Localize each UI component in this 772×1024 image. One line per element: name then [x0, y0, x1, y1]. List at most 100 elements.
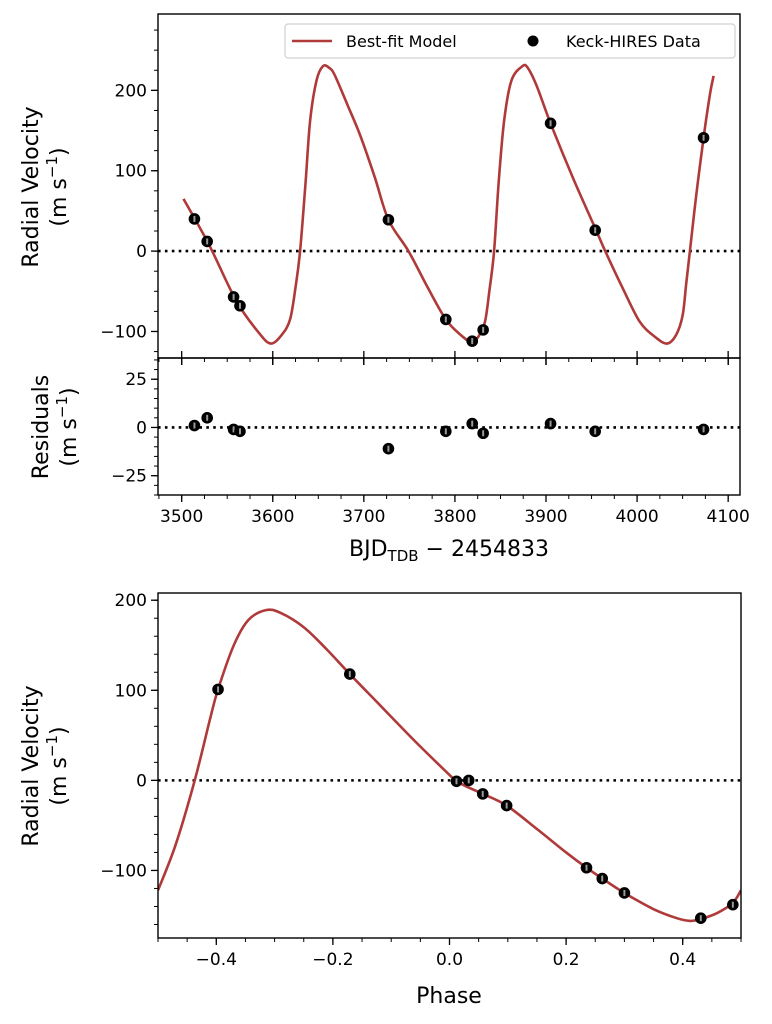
error-bar-core [549, 420, 552, 427]
axes-frame [157, 357, 741, 496]
data-point [596, 872, 609, 885]
residuals-panel: 3500 3600 3700 3800 3900 4000 4100 −25 0 25 [111, 357, 750, 527]
error-bar-core [482, 326, 485, 333]
phase-ylabel-line2: (m s−1) [43, 726, 72, 805]
phase-ylabel-line1: Radial Velocity [19, 685, 44, 846]
legend: Best-fit Model Keck-HIRES Data [284, 23, 736, 59]
data-point [440, 425, 452, 438]
data-point [440, 313, 452, 326]
data-point [201, 412, 213, 424]
error-bar-core [481, 790, 484, 797]
axes-frame [157, 592, 742, 939]
res-ylabel: Residuals (m s−1) [29, 375, 82, 479]
y-tick-label: −25 [111, 467, 147, 487]
data-point [694, 912, 707, 924]
y-tick-label: 100 [115, 681, 147, 701]
error-bar-core [467, 777, 470, 784]
res-ylabel-line2: (m s−1) [53, 387, 82, 466]
error-bar-core [505, 802, 508, 809]
x-tick-label: −0.2 [312, 950, 353, 970]
y-tick-label: 25 [125, 370, 147, 390]
model-curve [158, 608, 741, 923]
data-point [589, 224, 601, 237]
legend-data-label: Keck-HIRES Data [566, 32, 701, 51]
error-bar-core [444, 316, 447, 323]
data-point [477, 427, 489, 440]
data-point [462, 774, 475, 787]
error-bar-core [549, 120, 552, 127]
error-bar-core [594, 227, 597, 234]
error-bar-core [206, 414, 209, 421]
error-bar-core [455, 778, 458, 785]
x-tick-label: 3900 [524, 507, 567, 527]
data-point [344, 668, 356, 680]
data-point [234, 425, 246, 438]
y-tick-label: 200 [115, 591, 147, 611]
data-point [544, 117, 557, 130]
data-point [212, 683, 224, 696]
error-bar-core [585, 864, 588, 871]
data-point [382, 213, 395, 226]
error-bar-core [232, 293, 235, 300]
error-bar-core [232, 426, 235, 433]
error-bar-core [601, 875, 604, 882]
rv-phase-panel: −0.4 −0.2 0.0 0.2 0.4 −100 0 100 200 [100, 591, 742, 970]
data-point [466, 417, 479, 430]
error-bar-core [594, 428, 597, 435]
data-point [477, 324, 489, 336]
data-point [544, 417, 557, 430]
phase-xlabel: Phase [416, 984, 482, 1009]
model-curve [182, 63, 715, 345]
error-bar-core [471, 420, 474, 427]
top-ylabel-line2: (m s−1) [43, 147, 72, 226]
error-bar-core [471, 338, 474, 345]
error-bar-core [731, 901, 734, 908]
error-bar-core [238, 302, 241, 309]
x-tick-label: 0.4 [669, 950, 696, 970]
data-point [234, 299, 246, 312]
error-bar-core [193, 215, 196, 222]
data-point [450, 775, 463, 788]
y-tick-label: 200 [115, 81, 147, 101]
error-bar-core [387, 445, 390, 452]
error-bar-core [193, 422, 196, 429]
y-tick-label: −100 [100, 322, 147, 342]
data-point [188, 419, 201, 432]
error-bar-core [206, 238, 209, 245]
x-tick-label: 0.2 [553, 950, 580, 970]
data-point [466, 335, 479, 347]
error-bar-core [702, 134, 705, 141]
legend-model-label: Best-fit Model [346, 32, 457, 51]
error-bar-core [217, 686, 220, 693]
data-point [227, 291, 240, 303]
data-point [589, 425, 601, 438]
error-bar-core [623, 889, 626, 896]
error-bar-core [444, 428, 447, 435]
rv-time-panel: −100 0 100 200 [100, 13, 741, 365]
y-tick-label: 0 [136, 418, 147, 438]
x-tick-label: 3500 [160, 507, 203, 527]
error-bar-core [238, 428, 241, 435]
data-point [580, 861, 593, 874]
top-ylabel-line1: Radial Velocity [19, 106, 44, 267]
res-ylabel-line1: Residuals [29, 375, 54, 479]
x-tick-label: 4000 [615, 507, 658, 527]
data-point [500, 799, 513, 812]
data-point [382, 442, 395, 455]
x-tick-label: 3600 [251, 507, 294, 527]
data-point [188, 213, 201, 225]
x-tick-label: −0.4 [196, 950, 237, 970]
x-tick-label: 0.0 [436, 950, 463, 970]
x-tick-label: 3700 [342, 507, 385, 527]
top-ylabel: Radial Velocity (m s−1) [19, 106, 72, 267]
x-tick-label: 3800 [433, 507, 476, 527]
y-tick-label: 0 [136, 242, 147, 262]
data-point [201, 235, 213, 248]
y-tick-label: 0 [136, 771, 147, 791]
data-point [697, 423, 710, 436]
error-bar-core [482, 430, 485, 437]
x-tick-label: 4100 [707, 507, 750, 527]
data-point [727, 898, 739, 911]
y-tick-label: 100 [115, 162, 147, 182]
